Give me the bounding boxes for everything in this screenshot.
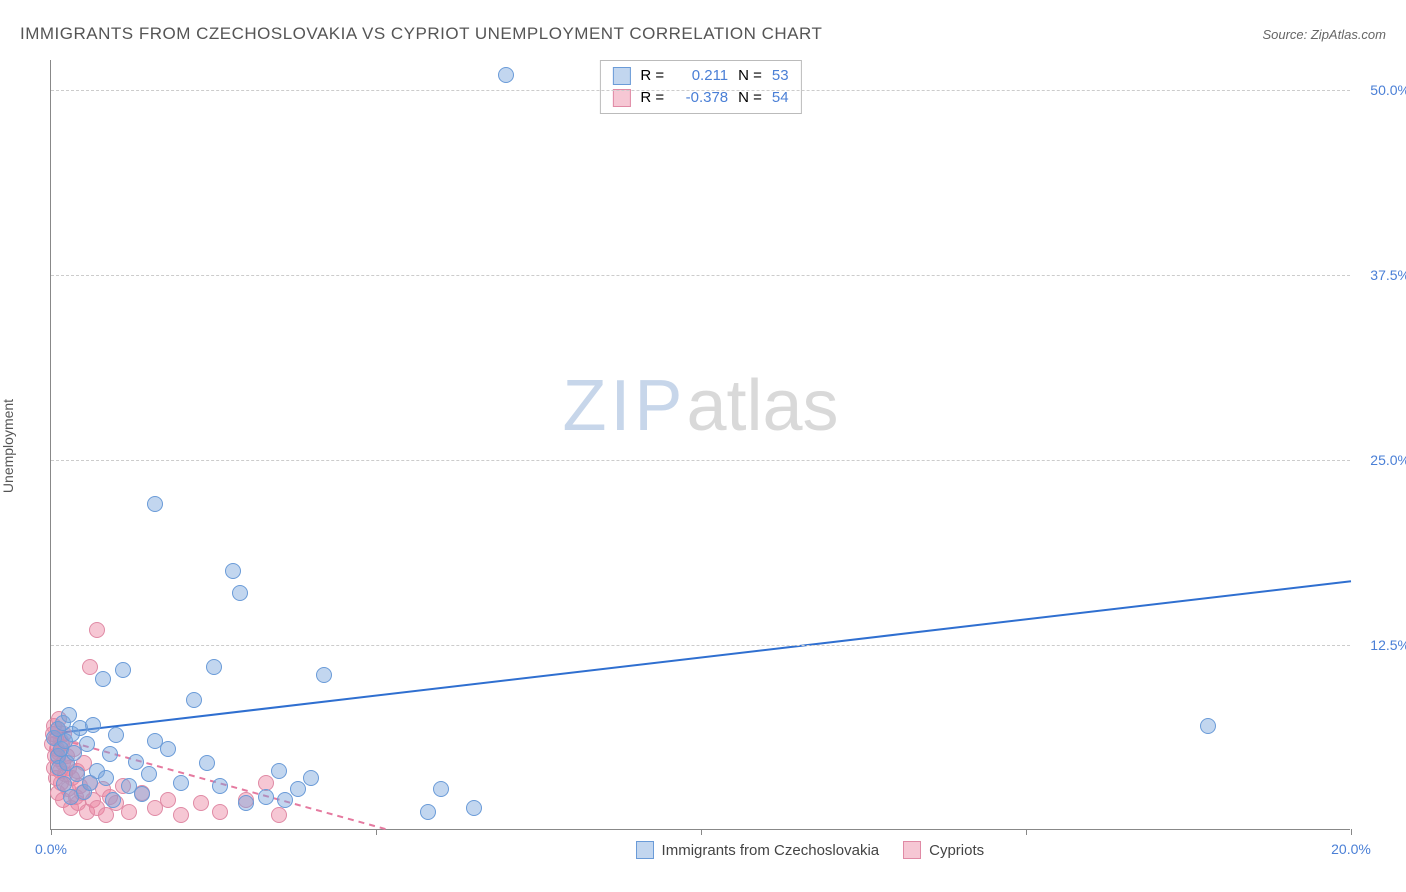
- gridline: [51, 460, 1350, 461]
- data-point-a: [206, 659, 222, 675]
- data-point-a: [433, 781, 449, 797]
- data-point-a: [466, 800, 482, 816]
- legend-swatch-a: [612, 67, 630, 85]
- plot-area: ZIPatlas R = 0.211 N = 53 R = -0.378 N =…: [50, 60, 1350, 830]
- x-tick-label: 0.0%: [35, 841, 67, 857]
- data-point-b: [89, 622, 105, 638]
- data-point-a: [238, 795, 254, 811]
- data-point-a: [147, 496, 163, 512]
- data-point-a: [232, 585, 248, 601]
- y-tick-label: 25.0%: [1355, 452, 1406, 468]
- data-point-b: [121, 804, 137, 820]
- legend-row-a: R = 0.211 N = 53: [612, 65, 788, 87]
- x-tick-mark: [51, 829, 52, 835]
- data-point-a: [141, 766, 157, 782]
- data-point-a: [271, 763, 287, 779]
- data-point-a: [420, 804, 436, 820]
- data-point-a: [316, 667, 332, 683]
- gridline: [51, 90, 1350, 91]
- data-point-b: [160, 792, 176, 808]
- y-tick-label: 12.5%: [1355, 637, 1406, 653]
- data-point-b: [212, 804, 228, 820]
- data-point-a: [212, 778, 228, 794]
- data-point-b: [271, 807, 287, 823]
- data-point-a: [160, 741, 176, 757]
- gridline: [51, 645, 1350, 646]
- data-point-a: [85, 717, 101, 733]
- gridline: [51, 275, 1350, 276]
- data-point-a: [128, 754, 144, 770]
- y-tick-label: 37.5%: [1355, 267, 1406, 283]
- legend-swatch-b: [612, 89, 630, 107]
- legend-swatch-b2: [903, 841, 921, 859]
- series-legend: Immigrants from Czechoslovakia Cypriots: [636, 841, 985, 859]
- x-tick-mark: [1351, 829, 1352, 835]
- data-point-a: [61, 707, 77, 723]
- trend-line: [51, 581, 1351, 734]
- data-point-a: [134, 786, 150, 802]
- data-point-b: [193, 795, 209, 811]
- data-point-b: [173, 807, 189, 823]
- chart-title: IMMIGRANTS FROM CZECHOSLOVAKIA VS CYPRIO…: [20, 24, 822, 44]
- data-point-a: [277, 792, 293, 808]
- data-point-a: [173, 775, 189, 791]
- data-point-a: [105, 792, 121, 808]
- trend-lines: [51, 60, 1350, 829]
- y-axis-label: Unemployment: [0, 399, 16, 493]
- x-tick-label: 20.0%: [1331, 841, 1371, 857]
- data-point-b: [258, 775, 274, 791]
- y-tick-label: 50.0%: [1355, 82, 1406, 98]
- legend-item-b: Cypriots: [903, 841, 984, 859]
- data-point-a: [95, 671, 111, 687]
- legend-swatch-a2: [636, 841, 654, 859]
- data-point-a: [79, 736, 95, 752]
- data-point-a: [102, 746, 118, 762]
- data-point-a: [199, 755, 215, 771]
- data-point-a: [108, 727, 124, 743]
- x-tick-mark: [701, 829, 702, 835]
- data-point-a: [98, 770, 114, 786]
- data-point-a: [115, 662, 131, 678]
- data-point-a: [1200, 718, 1216, 734]
- data-point-a: [225, 563, 241, 579]
- source-label: Source: ZipAtlas.com: [1262, 27, 1386, 42]
- x-tick-mark: [1026, 829, 1027, 835]
- data-point-a: [258, 789, 274, 805]
- x-tick-mark: [376, 829, 377, 835]
- data-point-a: [498, 67, 514, 83]
- data-point-a: [303, 770, 319, 786]
- data-point-a: [186, 692, 202, 708]
- correlation-legend: R = 0.211 N = 53 R = -0.378 N = 54: [599, 60, 801, 114]
- legend-item-a: Immigrants from Czechoslovakia: [636, 841, 880, 859]
- data-point-b: [82, 659, 98, 675]
